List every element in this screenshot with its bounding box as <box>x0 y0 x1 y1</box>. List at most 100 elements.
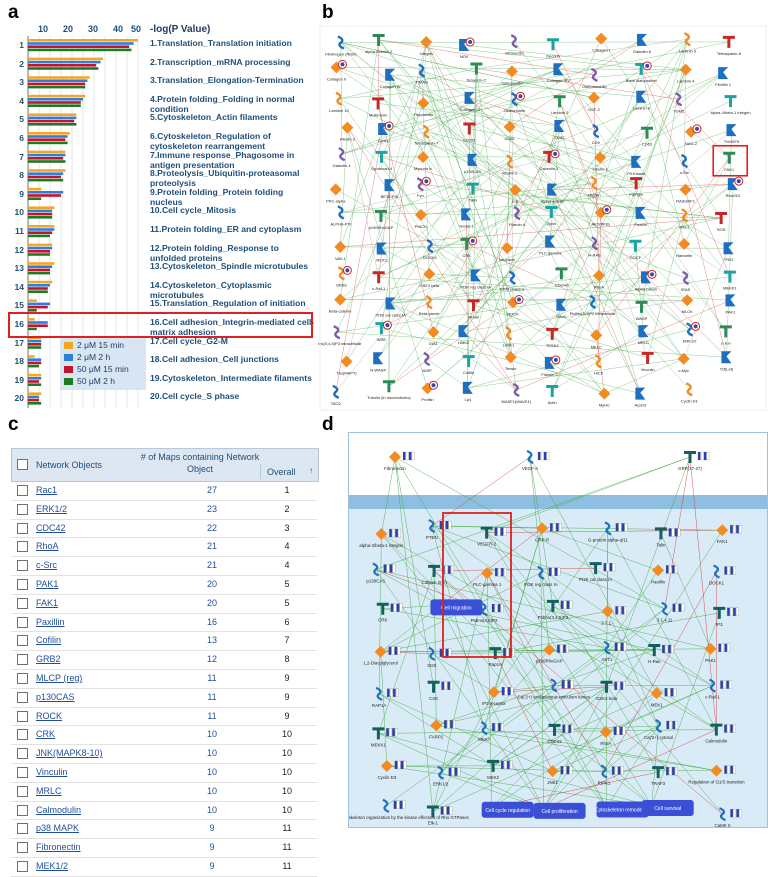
row-checkbox[interactable] <box>17 729 28 740</box>
row-checkbox[interactable] <box>17 617 28 628</box>
network-object-link[interactable]: p130CAS <box>36 692 75 702</box>
network-object-link[interactable]: MRLC <box>36 786 62 796</box>
network-object-link[interactable]: Cofilin <box>36 635 61 645</box>
network-object-link[interactable]: MLCP (reg) <box>36 673 82 683</box>
node-label: 3.1.4.11 <box>657 618 673 623</box>
row-checkbox[interactable] <box>17 523 28 534</box>
node-label: N-WASP <box>370 367 386 372</box>
bar <box>28 396 39 399</box>
data-chip <box>451 682 453 690</box>
overall-rank: 10 <box>281 748 293 758</box>
data-chip <box>449 649 451 657</box>
node-label: Galectin-1 <box>333 163 352 168</box>
row-checkbox[interactable] <box>17 767 28 778</box>
sort-icon[interactable]: ↑ <box>309 466 313 475</box>
row-checkbox[interactable] <box>17 805 28 816</box>
bar <box>28 179 63 182</box>
network-node: NCK2 <box>376 242 387 262</box>
row-checkbox[interactable] <box>17 823 28 834</box>
data-chip <box>498 568 500 576</box>
row-checkbox[interactable] <box>17 560 28 571</box>
row-checkbox[interactable] <box>17 485 28 496</box>
network-object-link[interactable]: ROCK <box>36 711 62 721</box>
row-checkbox[interactable] <box>17 654 28 665</box>
node-label: MyHC <box>599 403 610 408</box>
edge <box>378 733 543 809</box>
data-chip <box>397 604 399 612</box>
bar <box>28 287 48 290</box>
data-chip <box>412 452 414 460</box>
node-label: PAK1 <box>705 658 716 663</box>
data-chip <box>441 807 443 815</box>
bar <box>28 197 41 200</box>
select-all-checkbox[interactable] <box>17 459 28 470</box>
row-checkbox[interactable] <box>17 579 28 590</box>
data-chip <box>550 523 552 531</box>
network-object-link[interactable]: GRB2 <box>36 654 61 664</box>
row-checkbox[interactable] <box>17 786 28 797</box>
data-chip <box>670 721 672 729</box>
row-checkbox[interactable] <box>17 541 28 552</box>
col-overall[interactable]: Overall ↑ <box>260 464 317 479</box>
row-checkbox[interactable] <box>17 842 28 853</box>
node-icon <box>373 271 385 283</box>
node-icon <box>726 124 736 136</box>
network-object-link[interactable]: c-Src <box>36 560 57 570</box>
data-chip <box>621 767 623 775</box>
network-node: Tensin 1 <box>459 208 475 228</box>
network-object-link[interactable]: FAK1 <box>36 598 58 608</box>
data-chip <box>707 452 709 460</box>
node-icon <box>724 242 734 254</box>
row-checkbox[interactable] <box>17 598 28 609</box>
node-label: Cyclin D3 <box>377 775 396 780</box>
node-icon <box>652 564 664 576</box>
marker <box>517 298 521 302</box>
row-number: 9 <box>10 189 24 199</box>
edge <box>391 242 551 304</box>
network-object-link[interactable]: PAK1 <box>36 579 58 589</box>
node-icon <box>373 34 385 46</box>
row-checkbox[interactable] <box>17 861 28 872</box>
row-checkbox[interactable] <box>17 504 28 515</box>
data-chip <box>395 728 397 736</box>
overall-rank: 11 <box>281 861 293 871</box>
col-maps[interactable]: # of Maps containing Network Object <box>138 451 262 475</box>
network-object-link[interactable]: ERK1/2 <box>36 504 67 514</box>
node-label: Fibronectin <box>384 466 406 471</box>
col-network-objects[interactable]: Network Objects <box>36 460 102 470</box>
network-object-link[interactable]: CRK <box>36 729 55 739</box>
network-object-link[interactable]: Rac1 <box>36 485 57 495</box>
node-label: c-Raf-1 <box>372 286 386 291</box>
data-chip <box>623 682 625 690</box>
network-object-link[interactable]: Fibronectin <box>36 842 81 852</box>
data-chip <box>387 689 389 697</box>
row-checkbox[interactable] <box>17 692 28 703</box>
network-object-link[interactable]: MEK1/2 <box>36 861 68 871</box>
overall-rank: 4 <box>281 541 293 551</box>
marker <box>737 179 741 183</box>
network-object-link[interactable]: Vinculin <box>36 767 67 777</box>
network-object-link[interactable]: Paxillin <box>36 617 65 627</box>
network-object-link[interactable]: JNK(MAPK8-10) <box>36 748 103 758</box>
network-object-link[interactable]: Calmodulin <box>36 805 81 815</box>
network-node: Cyclin D1 <box>681 383 699 403</box>
node-label: PTEN <box>426 535 438 540</box>
network-node: TM4SF9 <box>724 124 740 144</box>
bar <box>28 213 52 216</box>
bar <box>28 253 50 256</box>
row-checkbox[interactable] <box>17 673 28 684</box>
row-checkbox[interactable] <box>17 635 28 646</box>
row-checkbox[interactable] <box>17 748 28 759</box>
network-node: N-WASP <box>370 352 386 372</box>
edge <box>347 99 515 361</box>
row-checkbox[interactable] <box>17 711 28 722</box>
overall-rank: 9 <box>281 692 293 702</box>
network-object-link[interactable]: CDC42 <box>36 523 66 533</box>
pathway-node: VEGFR-2 <box>477 527 506 547</box>
marker <box>385 323 389 327</box>
data-chip <box>736 809 738 817</box>
network-node: NOV <box>459 38 474 59</box>
network-object-link[interactable]: RhoA <box>36 541 59 551</box>
